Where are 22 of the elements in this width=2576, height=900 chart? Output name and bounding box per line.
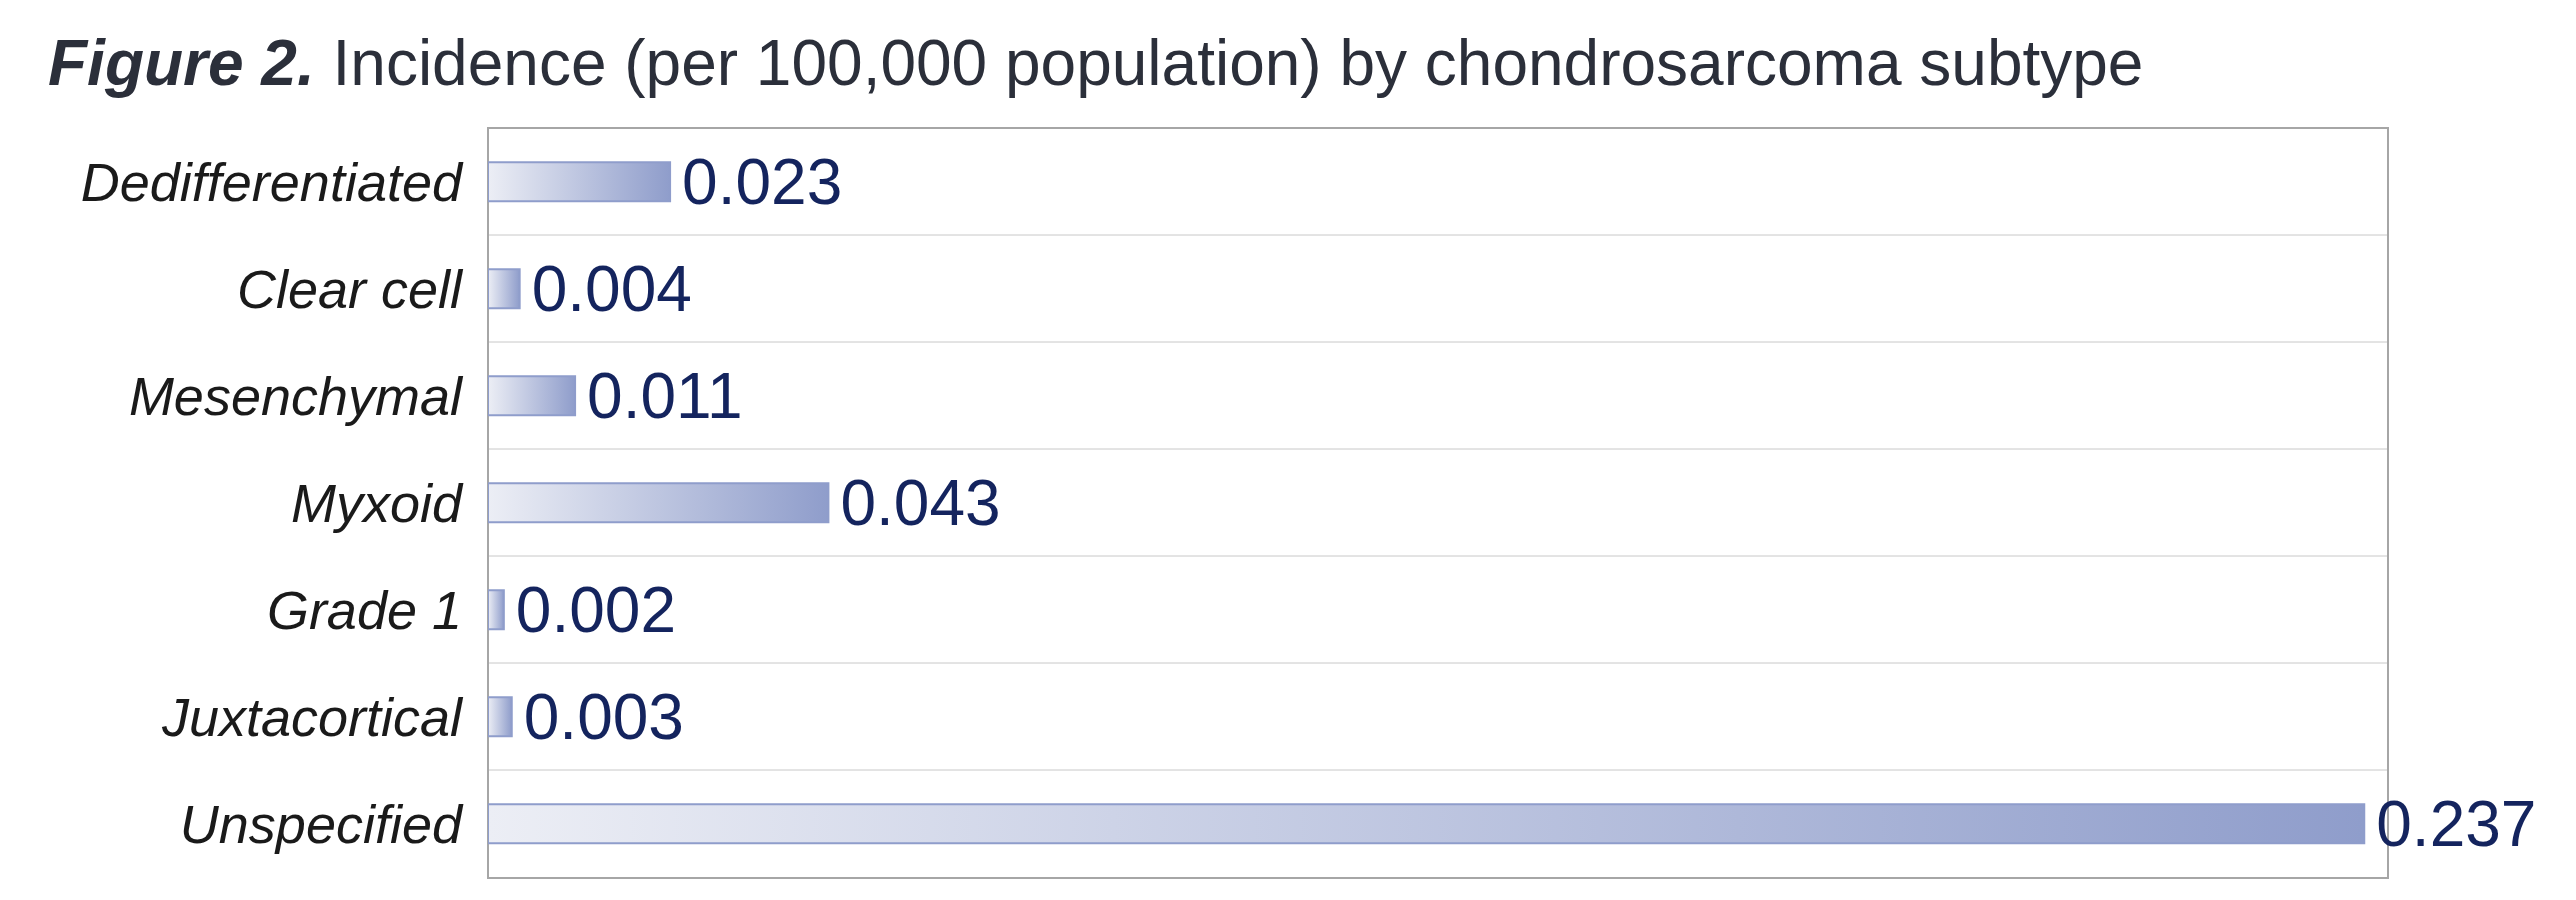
bar: [488, 589, 505, 631]
bar: [488, 803, 2366, 845]
y-tick-label: Juxtacortical: [160, 686, 464, 747]
data-label: 0.004: [531, 253, 692, 326]
y-tick-label: Myxoid: [290, 472, 464, 533]
bar: [488, 696, 513, 738]
y-tick-label: Dedifferentiated: [80, 151, 464, 212]
data-label: 0.237: [2376, 788, 2537, 861]
bar: [488, 161, 672, 203]
y-tick-label: Mesenchymal: [128, 365, 464, 426]
y-tick-label: Unspecified: [179, 793, 464, 854]
data-label: 0.011: [587, 360, 743, 433]
bar: [488, 375, 577, 417]
data-label: 0.003: [523, 681, 684, 754]
bar: [488, 268, 521, 310]
data-label: 0.023: [682, 146, 843, 219]
y-tick-label: Clear cell: [236, 258, 464, 319]
bar: [488, 482, 830, 524]
chart-title: Figure 2. Incidence (per 100,000 population) by chondrosarcoma subtype: [47, 26, 2145, 101]
data-label: 0.002: [515, 574, 676, 647]
y-tick-label: Grade 1: [266, 579, 462, 640]
data-label: 0.043: [840, 467, 1001, 540]
